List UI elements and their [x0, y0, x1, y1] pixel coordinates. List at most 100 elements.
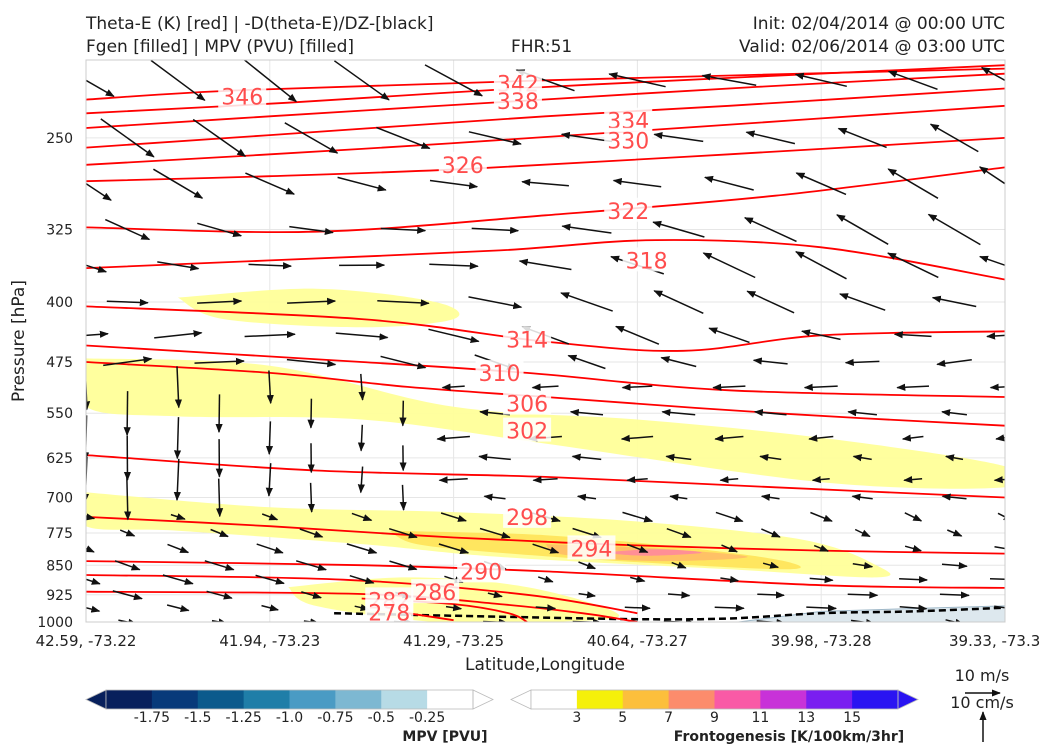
contour-label-298: 298: [506, 506, 548, 531]
contour-label-bg: [365, 599, 414, 622]
wind-vector: [936, 358, 972, 367]
y-tick-label: 1000: [37, 615, 73, 631]
wind-vector: [346, 543, 378, 554]
mpv-colorbar-segment: [427, 690, 474, 709]
theta-e-contour-290: [86, 574, 638, 615]
fgen-colorbar-segment: [622, 690, 670, 709]
contour-label-bg: [218, 83, 267, 108]
fgen-colorbar-segment: [806, 690, 853, 709]
wind-vector: [837, 127, 887, 149]
wind-vector: [663, 618, 695, 622]
wind-vector: [114, 560, 141, 571]
wind-vector: [803, 383, 838, 391]
contour-label-bg: [503, 503, 552, 528]
mpv-colorbar-tick: -0.25: [409, 710, 445, 726]
contour-label-bg: [411, 579, 460, 604]
fgen-colorbar-segment: [714, 690, 761, 709]
contour-label-326: 326: [442, 154, 484, 179]
wind-vector: [903, 476, 923, 484]
wind-vector: [261, 513, 279, 521]
contour-label-294: 294: [570, 537, 612, 562]
wind-vector: [561, 223, 612, 234]
wind-vector: [980, 66, 1005, 82]
wind-vector: [931, 295, 977, 308]
fgen-colorbar-segment: [760, 690, 807, 709]
wind-vector: [745, 130, 796, 145]
wind-vector: [377, 299, 430, 307]
y-tick-label: 475: [46, 355, 73, 371]
wind-vector: [761, 528, 781, 538]
wind-vector: [103, 356, 153, 367]
contour-label-318: 318: [626, 249, 668, 274]
contour-label-bg: [438, 151, 487, 176]
contour-label-bg: [503, 326, 552, 351]
wind-vector: [153, 168, 204, 199]
wind-vector: [380, 226, 427, 234]
contour-label-bg: [604, 127, 653, 152]
wind-vector: [170, 513, 186, 521]
y-tick-label: 850: [46, 558, 73, 574]
wind-vector: [243, 60, 298, 103]
wind-vector: [578, 561, 597, 570]
wind-vector: [215, 394, 223, 433]
wind-vector: [844, 358, 880, 366]
wind-vector: [714, 434, 744, 442]
wind-vector: [850, 618, 875, 622]
wind-vector: [743, 217, 797, 243]
contour-labels: 3463423383343303263223183143103063022982…: [218, 70, 671, 622]
wind-vector: [211, 618, 228, 622]
wind-vector: [86, 182, 112, 201]
contour-label-bg: [493, 88, 542, 113]
x-tick-label: 42.59, -73.22: [36, 632, 137, 650]
wind-vector: [335, 332, 389, 341]
wind-vector: [899, 576, 928, 584]
wind-vector: [887, 70, 938, 91]
fgen-colorbar: 3 5 7 9 11 13 15: [510, 689, 919, 726]
fgen-colorbar-tick: 15: [843, 710, 861, 726]
theta-e-contour-326: [86, 137, 1005, 183]
wind-vector: [708, 327, 750, 344]
wind-vector: [265, 421, 274, 455]
wind-vector: [521, 178, 569, 187]
wind-vector: [303, 618, 320, 622]
wind-vector: [808, 434, 834, 442]
wind-vector: [349, 574, 375, 585]
mpv-colorbar-tick: -0.5: [368, 710, 395, 726]
y-tick-label: 550: [46, 406, 73, 422]
wind-vector: [939, 591, 970, 599]
wind-vector: [167, 543, 190, 554]
fgen-region: [600, 549, 702, 556]
wind-vector: [927, 213, 981, 246]
wind-vector: [118, 618, 138, 622]
valid-time: Valid: 02/06/2014 @ 03:00 UTC: [739, 37, 1005, 57]
wind-vector: [715, 511, 744, 523]
wind-vector: [537, 575, 554, 583]
wind-vector: [810, 511, 833, 522]
theta-e-contour-302: [86, 454, 1005, 499]
wind-vector: [436, 434, 470, 442]
wind-vector: [904, 512, 923, 522]
wind-vector: [289, 225, 334, 235]
wind-vector: [244, 330, 296, 339]
wind-vector: [941, 409, 967, 417]
wind-vector: [759, 453, 782, 462]
fgen-colorbar-frame: [530, 689, 899, 710]
wind-vector: [86, 79, 115, 98]
wind-vector: [811, 476, 830, 484]
wind-vector: [852, 561, 874, 570]
wind-vector: [945, 454, 964, 462]
x-axis-label: Latitude,Longitude: [465, 655, 625, 675]
wind-vector: [479, 527, 511, 539]
wind-vector: [518, 258, 572, 271]
wind-ref-vertical-label: 10 cm/s: [950, 693, 1014, 712]
y-tick-label: 700: [46, 490, 73, 506]
wind-vector: [995, 434, 1005, 442]
mpv-colorbar-segment: [289, 690, 336, 709]
wind-vector: [531, 383, 559, 391]
mpv-colorbar-segment: [197, 690, 245, 709]
wind-vector: [994, 605, 1005, 609]
mpv-colorbar-segment: [151, 690, 199, 709]
wind-vector: [795, 251, 847, 280]
wind-vector: [248, 262, 292, 270]
